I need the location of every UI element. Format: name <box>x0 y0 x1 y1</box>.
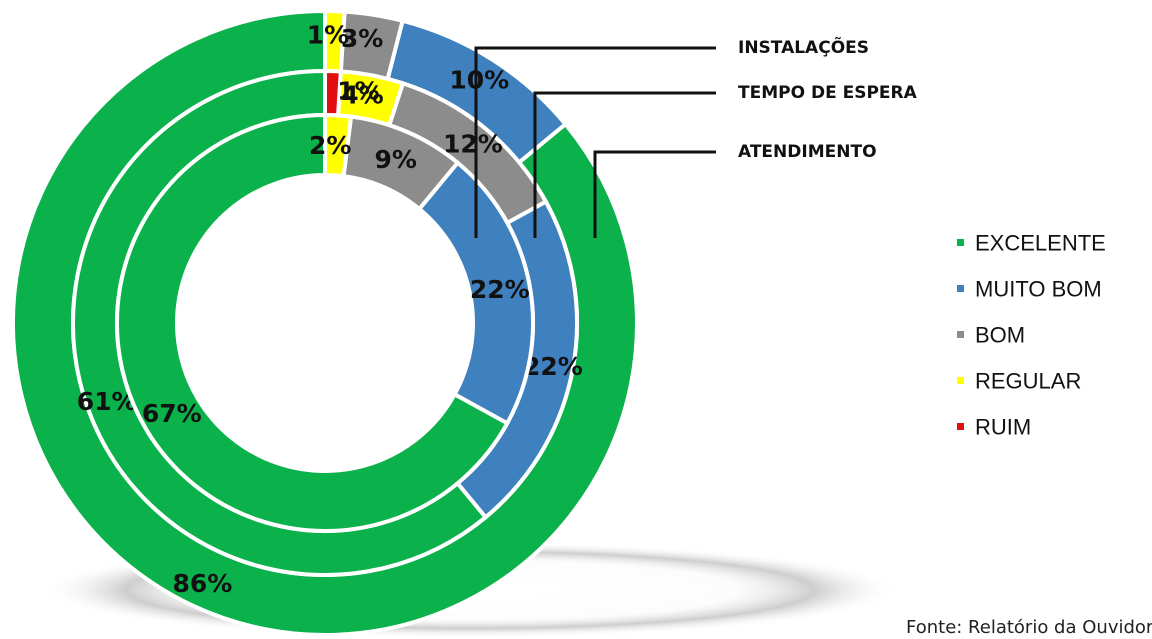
slice-label-atendimento-excelente: 67% <box>142 399 202 428</box>
leader-line-instalacoes <box>474 46 716 238</box>
slice-label-atendimento-regular: 2% <box>309 131 351 160</box>
legend-label-bom: BOM <box>975 323 1025 348</box>
legend-label-regular: REGULAR <box>975 369 1081 394</box>
legend-swatch-ruim <box>957 423 964 430</box>
slice-label-instalacoes-muito-bom: 10% <box>449 65 509 94</box>
ring-leader-lines: INSTALAÇÕES TEMPO DE ESPERA ATENDIMENTO <box>474 35 918 238</box>
slice-label-instalacoes-bom: 3% <box>341 24 383 53</box>
donut-rings: 86%10%3%1%61%22%12%4%1%67%22%9%2% <box>11 8 639 637</box>
slice-atendimento-excelente <box>115 112 510 533</box>
slice-label-tempo-de-espera-bom: 12% <box>443 130 503 159</box>
slice-label-atendimento-muito-bom: 22% <box>470 275 530 304</box>
ring-label-instalacoes: INSTALAÇÕES <box>738 35 869 58</box>
slice-label-instalacoes-excelente: 86% <box>172 569 232 598</box>
slice-atendimento-bom <box>341 114 461 212</box>
legend-swatch-bom <box>957 331 964 338</box>
legend-swatch-regular <box>957 377 964 384</box>
slice-atendimento-regular <box>323 112 354 179</box>
ring-label-atendimento: ATENDIMENTO <box>738 142 877 162</box>
legend-swatch-excelente <box>957 239 964 246</box>
legend-label-muito-bom: MUITO BOM <box>975 277 1102 302</box>
slice-label-instalacoes-regular: 1% <box>307 21 349 50</box>
source-note: Fonte: Relatório da Ouvidoria <box>906 617 1152 638</box>
leader-line-atendimento <box>593 150 716 238</box>
legend-label-ruim: RUIM <box>975 415 1031 440</box>
slice-label-tempo-de-espera-muito-bom: 22% <box>523 352 583 381</box>
slice-atendimento-muito-bom <box>416 159 535 426</box>
ring-label-tempo-de-espera: TEMPO DE ESPERA <box>738 83 918 103</box>
slice-label-tempo-de-espera-ruim: 1% <box>337 77 379 106</box>
slice-label-atendimento-bom: 9% <box>374 145 416 174</box>
leader-line-tempo-de-espera <box>533 91 716 238</box>
legend-swatch-muito-bom <box>957 285 964 292</box>
legend: EXCELENTE MUITO BOM BOM REGULAR RUIM <box>957 231 1106 440</box>
slice-label-tempo-de-espera-regular: 4% <box>341 81 383 110</box>
legend-label-excelente: EXCELENTE <box>975 231 1106 256</box>
